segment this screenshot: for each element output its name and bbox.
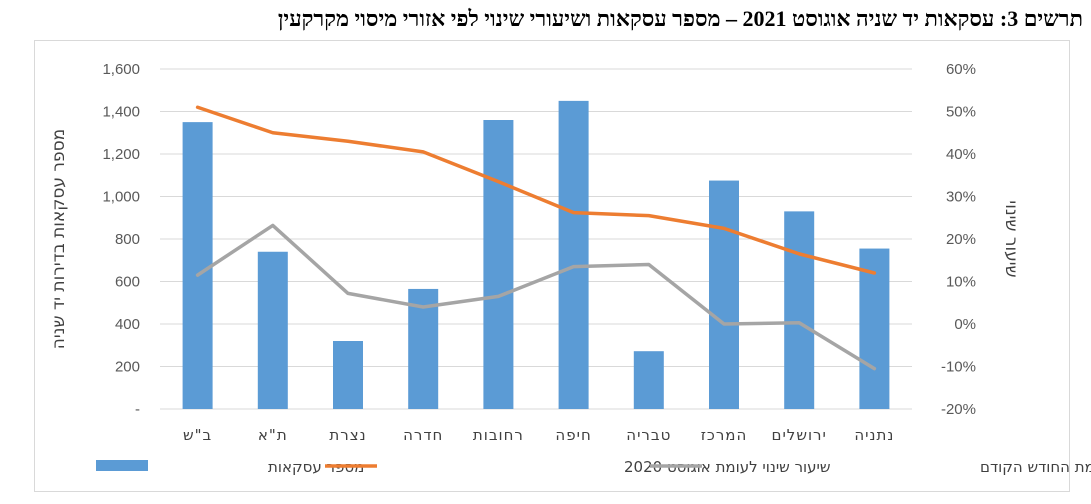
category-label: ב"ש (183, 426, 212, 444)
y-tick-label: - (135, 401, 140, 418)
category-label: רחובות (473, 426, 524, 444)
legend: מספר עסקאות שיעור שינוי לעומת אוגוסט 2020… (96, 458, 1091, 476)
category-label: ירושלים (772, 426, 827, 444)
y-tick-label: 1,200 (102, 146, 140, 163)
right-axis-ticks: -20% -10% 0% 10% 20% 30% 40% 50% 60% (941, 61, 976, 418)
category-label: חדרה (403, 426, 443, 444)
y-tick-label: 1,600 (102, 61, 140, 78)
y-tick-label: 800 (115, 231, 140, 248)
category-label: טבריה (626, 426, 671, 444)
y2-tick-label: 40% (946, 146, 976, 163)
legend-label: מספר עסקאות (268, 458, 364, 476)
y2-tick-label: 30% (946, 189, 976, 206)
legend-label: שיעור שינוי לעומת החודש הקודם (980, 458, 1091, 476)
left-axis-title: מספר עסקאות בדירות יד שניה (49, 129, 69, 349)
bar-series (182, 100, 890, 409)
y-tick-label: 200 (115, 359, 140, 376)
y2-tick-label: 0% (954, 316, 976, 333)
bar (784, 211, 815, 409)
y2-tick-label: 50% (946, 104, 976, 121)
chart-frame (34, 40, 1070, 492)
y2-tick-label: 20% (946, 231, 976, 248)
left-axis-ticks: - 200 400 600 800 1,000 1,200 1,400 1,600 (102, 61, 140, 418)
bar (483, 120, 514, 409)
category-labels: ב"ש ת"א נצרת חדרה רחובות חיפה טבריה המרכז ירושלי… (183, 426, 894, 444)
category-label: חיפה (555, 426, 591, 444)
legend-swatch (96, 460, 148, 471)
line-series (195, 105, 877, 371)
page-title: תרשים 3: עסקאות יד שניה אוגוסט 2021 – מס… (277, 6, 1083, 31)
bar (633, 351, 664, 409)
y-tick-label: 1,400 (102, 104, 140, 121)
y2-tick-label: -20% (941, 401, 976, 418)
right-axis-title: שיעור שינוי (1001, 200, 1021, 277)
bar (859, 248, 890, 409)
category-label: המרכז (701, 426, 748, 444)
y2-tick-label: -10% (941, 359, 976, 376)
bar (408, 288, 439, 409)
y2-tick-label: 10% (946, 274, 976, 291)
bar (333, 341, 363, 409)
bar (257, 251, 288, 409)
bar (709, 180, 739, 409)
bar (182, 122, 213, 409)
y-tick-label: 1,000 (102, 189, 140, 206)
line-series-path (195, 223, 877, 371)
y-tick-label: 600 (115, 274, 140, 291)
category-label: ת"א (258, 426, 288, 444)
y2-tick-label: 60% (946, 61, 976, 78)
category-label: נצרת (329, 426, 366, 444)
y-tick-label: 400 (115, 316, 140, 333)
line-series-path (195, 105, 877, 275)
legend-label: שיעור שינוי לעומת אוגוסט 2020 (624, 458, 831, 476)
category-label: נתניה (854, 426, 894, 444)
bar (558, 100, 589, 409)
